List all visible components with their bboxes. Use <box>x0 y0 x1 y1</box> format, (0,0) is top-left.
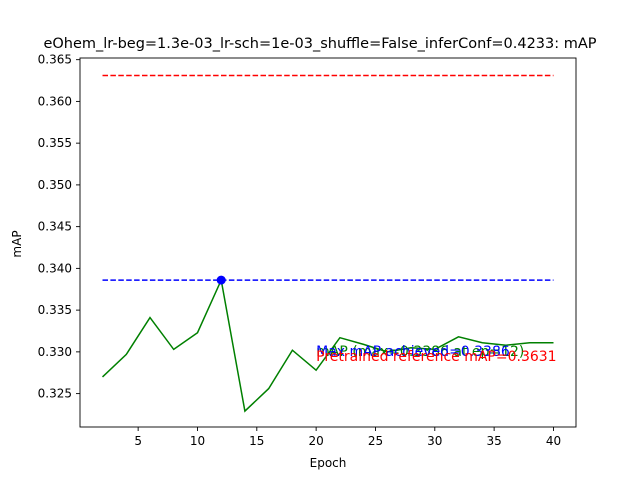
plot-area <box>101 74 554 413</box>
annotation-text-2: Pretrained reference mAP=0.3631 <box>316 349 556 365</box>
x-tick-label: 35 <box>486 434 501 448</box>
y-tick-label: 0.360 <box>38 94 72 108</box>
y-tick-label: 0.345 <box>38 220 72 234</box>
y-axis-label: mAP <box>10 230 24 257</box>
x-tick-label: 25 <box>368 434 383 448</box>
y-tick-label: 0.325 <box>38 387 72 401</box>
x-tick-label: 15 <box>249 434 264 448</box>
y-tick-label: 0.335 <box>38 303 72 317</box>
plot-frame <box>79 57 577 428</box>
x-tick-label: 10 <box>190 434 205 448</box>
y-tick-label: 0.340 <box>38 261 72 275</box>
max-point-marker <box>216 275 226 285</box>
y-tick-label: 0.355 <box>38 136 72 150</box>
y-tick-label: 0.350 <box>38 178 72 192</box>
y-tick-label: 0.330 <box>38 345 72 359</box>
x-tick-label: 40 <box>546 434 561 448</box>
annotations: mAP (max=0.3386 at ep=12)Max mAP achieve… <box>316 344 556 365</box>
x-tick-label: 20 <box>308 434 323 448</box>
y-tick-label: 0.365 <box>38 53 72 67</box>
annotation-text-1: Max mAP achieved=0.3386 <box>316 344 510 360</box>
axes: 5 10 15 20 25 30 35 40 0.325 0.330 0.335 0.340 0.345… <box>38 53 577 448</box>
chart-title: eOhem_lr-beg=1.3e-03_lr-sch=1e-03_shuffl… <box>43 36 596 52</box>
annotation-text-0: mAP (max=0.3386 at ep=12) <box>316 344 524 360</box>
x-axis-label: Epoch <box>310 456 347 470</box>
x-tick-label: 5 <box>134 434 142 448</box>
x-tick-label: 30 <box>427 434 442 448</box>
series-line-0 <box>101 277 554 413</box>
